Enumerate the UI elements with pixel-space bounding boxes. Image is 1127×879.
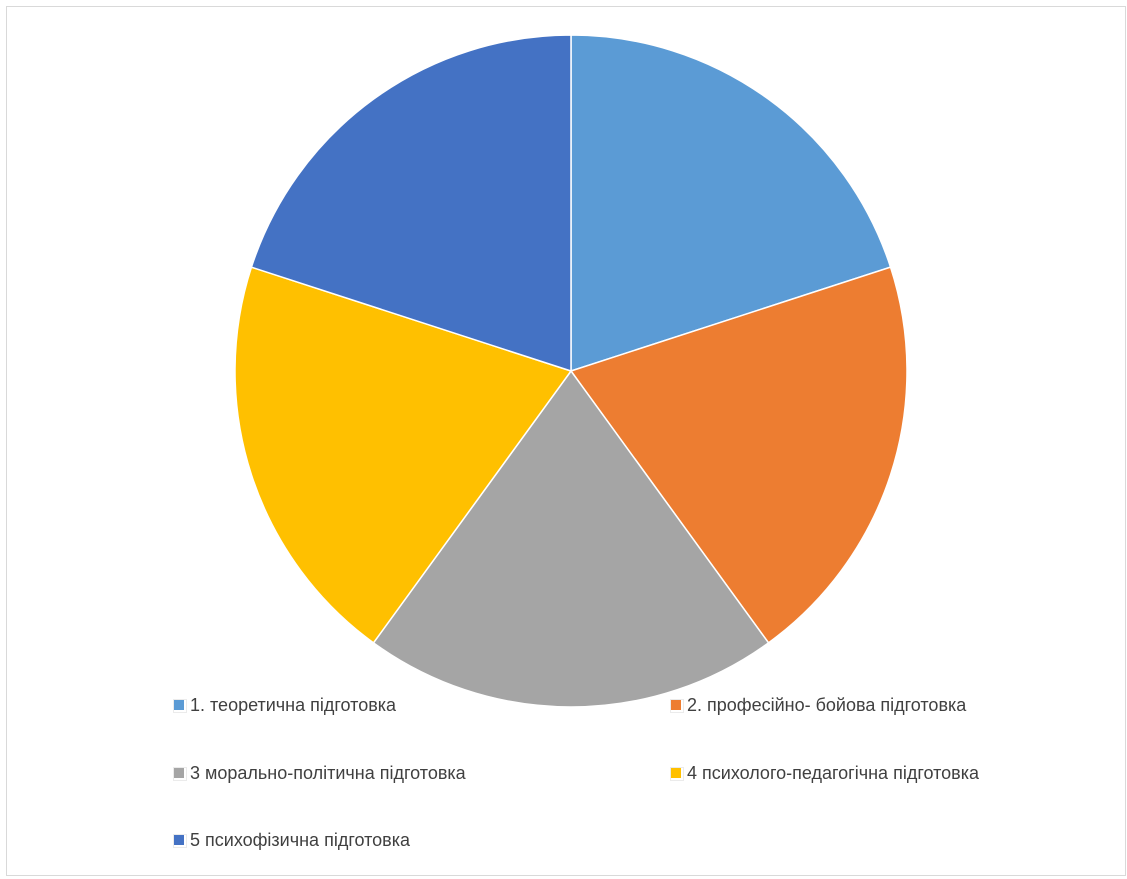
legend-item: 1. теоретична підготовка bbox=[173, 695, 397, 716]
pie-slice bbox=[569, 266, 908, 644]
legend-label: 2. професійно- бойова підготовка bbox=[687, 695, 967, 715]
legend-label: 3 морально-політична підготовка bbox=[190, 763, 466, 783]
legend-swatch bbox=[670, 698, 684, 713]
legend-swatch bbox=[173, 698, 187, 713]
legend-label: 5 психофізична підготовка bbox=[190, 830, 410, 850]
legend-item: 3 морально-політична підготовка bbox=[173, 763, 466, 784]
pie-slice bbox=[570, 34, 892, 373]
legend-swatch bbox=[173, 766, 187, 781]
pie-chart bbox=[234, 34, 908, 708]
legend-label: 4 психолого-педагогічна підготовка bbox=[687, 763, 979, 783]
legend-swatch bbox=[670, 766, 684, 781]
pie-slices bbox=[234, 34, 908, 708]
legend-label: 1. теоретична підготовка bbox=[190, 695, 397, 715]
pie-slice bbox=[250, 34, 572, 373]
legend-item: 4 психолого-педагогічна підготовка bbox=[670, 763, 979, 784]
legend-item: 5 психофізична підготовка bbox=[173, 830, 410, 851]
chart-area: 1. теоретична підготовка 2. професійно- … bbox=[6, 6, 1126, 876]
pie-slice bbox=[234, 266, 573, 644]
legend-item: 2. професійно- бойова підготовка bbox=[670, 695, 967, 716]
pie-slice bbox=[372, 369, 770, 708]
legend-swatch bbox=[173, 833, 187, 848]
